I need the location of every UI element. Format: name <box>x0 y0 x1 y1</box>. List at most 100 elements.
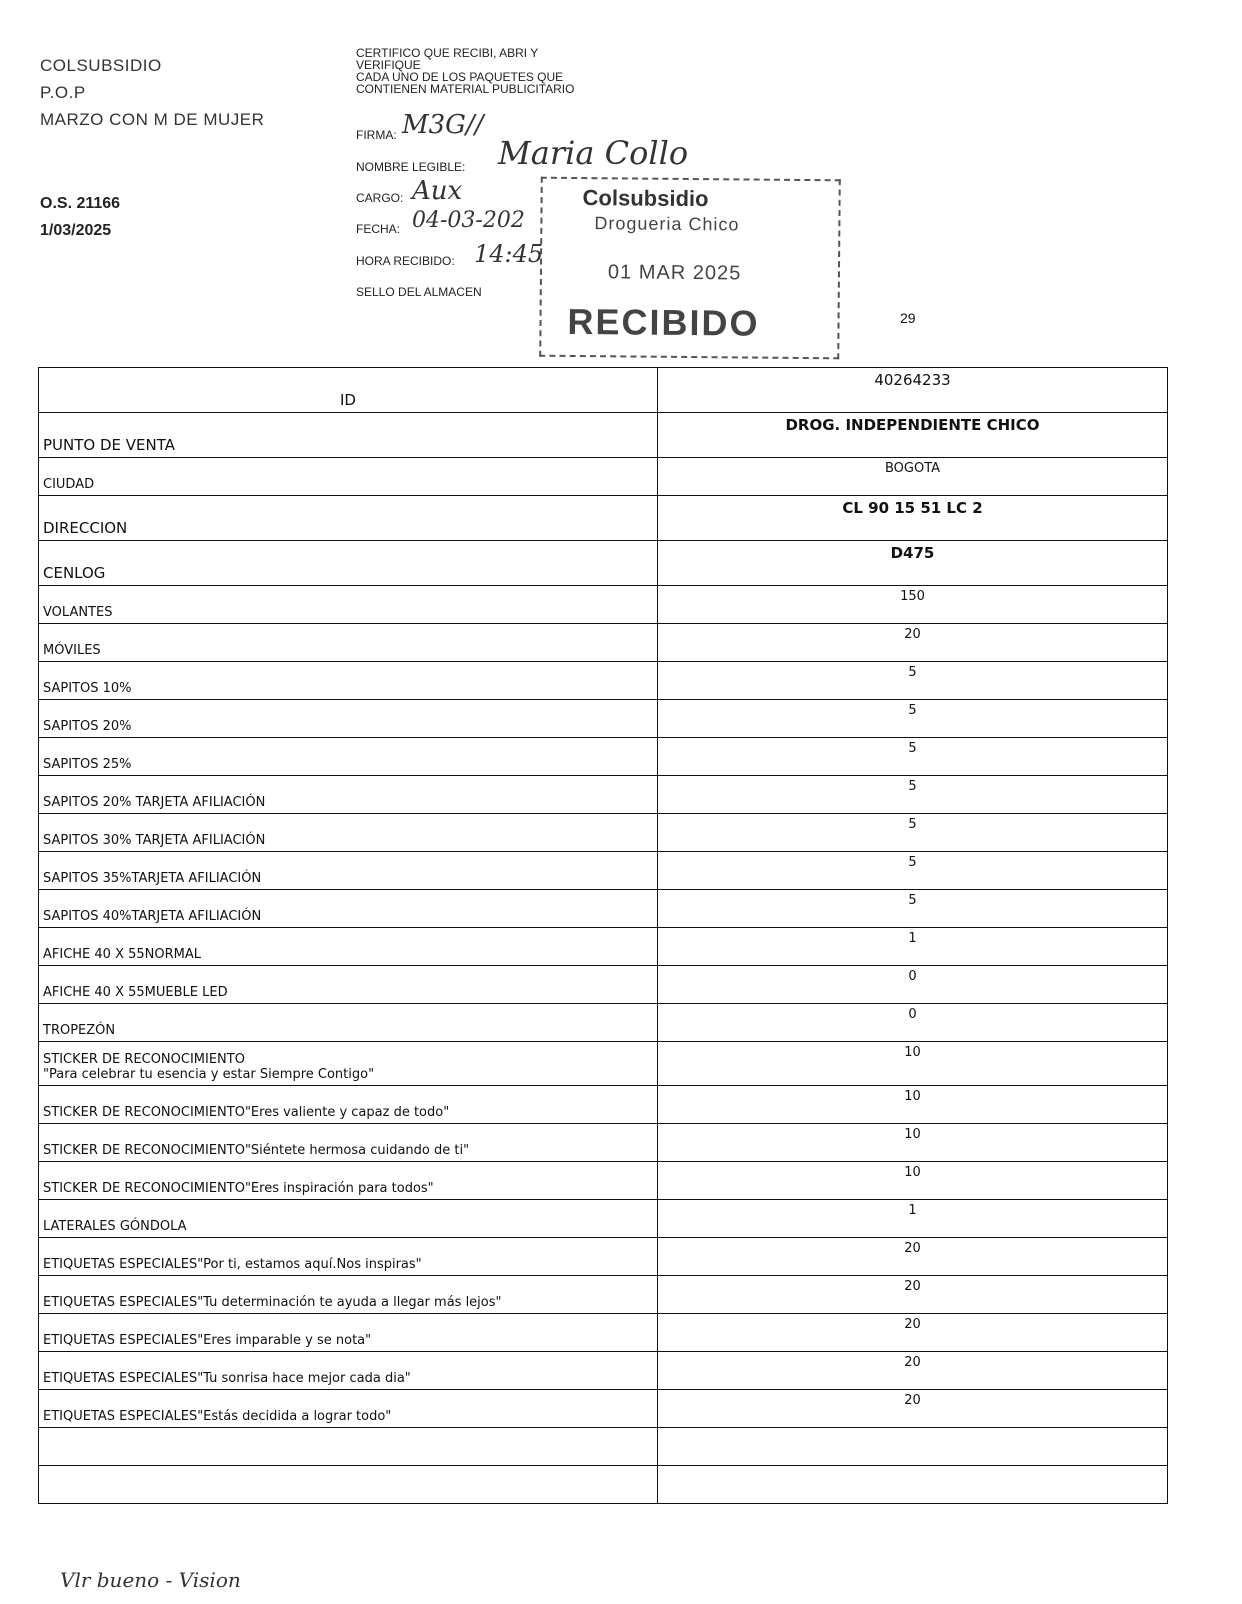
row-label: TROPEZÓN <box>38 1003 658 1042</box>
row-label: STICKER DE RECONOCIMIENTO"Siéntete hermo… <box>38 1123 658 1162</box>
row-label: LATERALES GÓNDOLA <box>38 1199 658 1238</box>
row-value: 0 <box>657 965 1168 1004</box>
row-label <box>38 1465 658 1504</box>
row-label: PUNTO DE VENTA <box>38 412 658 458</box>
row-label-text: DIRECCION <box>43 519 128 537</box>
row-label-text: ETIQUETAS ESPECIALES"Por ti, estamos aqu… <box>43 1257 422 1272</box>
table-row: SAPITOS 35%TARJETA AFILIACIÓN 5 <box>38 851 1168 890</box>
order-date: 1/03/2025 <box>40 222 112 239</box>
table-row: TROPEZÓN 0 <box>38 1003 1168 1042</box>
company-name: COLSUBSIDIO <box>40 56 162 75</box>
row-label-text: SAPITOS 40%TARJETA AFILIACIÓN <box>43 909 262 924</box>
cargo-value: Aux <box>412 176 463 206</box>
row-label: ETIQUETAS ESPECIALES"Tu sonrisa hace mej… <box>38 1351 658 1390</box>
row-value: 5 <box>657 813 1168 852</box>
row-value: 10 <box>657 1041 1168 1086</box>
row-label: SAPITOS 25% <box>38 737 658 776</box>
row-label-text: SAPITOS 30% TARJETA AFILIACIÓN <box>43 833 266 848</box>
row-value: 5 <box>657 851 1168 890</box>
row-value: 10 <box>657 1085 1168 1124</box>
row-value: 5 <box>657 737 1168 776</box>
row-label-text: CIUDAD <box>43 477 95 492</box>
row-value: 5 <box>657 699 1168 738</box>
row-label: ETIQUETAS ESPECIALES"Eres imparable y se… <box>38 1313 658 1352</box>
row-label-text: STICKER DE RECONOCIMIENTO"Siéntete hermo… <box>43 1143 470 1158</box>
table-row: SAPITOS 40%TARJETA AFILIACIÓN 5 <box>38 889 1168 928</box>
table-row: ETIQUETAS ESPECIALES"Tu determinación te… <box>38 1275 1168 1314</box>
table-row: DIRECCION CL 90 15 51 LC 2 <box>38 495 1168 541</box>
row-label: SAPITOS 30% TARJETA AFILIACIÓN <box>38 813 658 852</box>
row-value: 5 <box>657 775 1168 814</box>
row-label: SAPITOS 20% <box>38 699 658 738</box>
row-label-text: ETIQUETAS ESPECIALES"Tu determinación te… <box>43 1295 502 1310</box>
row-value: 20 <box>657 1237 1168 1276</box>
table-row: ETIQUETAS ESPECIALES"Tu sonrisa hace mej… <box>38 1351 1168 1390</box>
order-number: O.S. 21166 <box>40 195 121 212</box>
row-label: SAPITOS 10% <box>38 661 658 700</box>
row-value <box>657 1465 1168 1504</box>
row-label-text: AFICHE 40 X 55MUEBLE LED <box>43 985 228 1000</box>
row-label: CIUDAD <box>38 457 658 496</box>
stamp-status: RECIBIDO <box>567 300 760 344</box>
table-row: SAPITOS 25% 5 <box>38 737 1168 776</box>
footer-handwriting: Vlr bueno - Vision <box>60 1568 241 1592</box>
table-row: ETIQUETAS ESPECIALES"Estás decidida a lo… <box>38 1389 1168 1428</box>
row-label-text: AFICHE 40 X 55NORMAL <box>43 947 201 962</box>
row-label: SAPITOS 20% TARJETA AFILIACIÓN <box>38 775 658 814</box>
table-row: AFICHE 40 X 55MUEBLE LED 0 <box>38 965 1168 1004</box>
row-label: ETIQUETAS ESPECIALES"Tu determinación te… <box>38 1275 658 1314</box>
row-label: ETIQUETAS ESPECIALES"Por ti, estamos aqu… <box>38 1237 658 1276</box>
row-label-text: LATERALES GÓNDOLA <box>43 1219 187 1234</box>
cert-line: CADA UNO DE LOS PAQUETES QUE <box>356 70 564 84</box>
row-value: 1 <box>657 1199 1168 1238</box>
row-label: VOLANTES <box>38 585 658 624</box>
fecha-label: FECHA: <box>356 222 401 236</box>
row-label: STICKER DE RECONOCIMIENTO"Eres inspiraci… <box>38 1161 658 1200</box>
campaign-name: MARZO CON M DE MUJER <box>40 110 265 129</box>
table-row: CIUDAD BOGOTA <box>38 457 1168 496</box>
table-row: STICKER DE RECONOCIMIENTO"Eres inspiraci… <box>38 1161 1168 1200</box>
cargo-label: CARGO: <box>356 191 404 205</box>
stamp-store: Drogueria Chico <box>594 213 740 235</box>
row-label-text: MÓVILES <box>43 643 101 658</box>
row-value: 20 <box>657 1313 1168 1352</box>
row-label: ETIQUETAS ESPECIALES"Estás decidida a lo… <box>38 1389 658 1428</box>
row-label-text: VOLANTES <box>43 605 113 620</box>
table-row: PUNTO DE VENTA DROG. INDEPENDIENTE CHICO <box>38 412 1168 458</box>
row-label-text: SAPITOS 35%TARJETA AFILIACIÓN <box>43 871 262 886</box>
row-value: 20 <box>657 1275 1168 1314</box>
row-label-subtext: "Para celebrar tu esencia y estar Siempr… <box>43 1067 375 1082</box>
row-value: 40264233 <box>657 367 1168 413</box>
table-row: SAPITOS 20% TARJETA AFILIACIÓN 5 <box>38 775 1168 814</box>
cert-line: CONTIENEN MATERIAL PUBLICITARIO <box>356 82 575 96</box>
row-label-text: SAPITOS 20% <box>43 719 132 734</box>
row-label-text: STICKER DE RECONOCIMIENTO"Eres valiente … <box>43 1105 450 1120</box>
row-label-text: ID <box>340 391 356 409</box>
row-value: CL 90 15 51 LC 2 <box>657 495 1168 541</box>
warehouse-stamp: Colsubsidio Drogueria Chico 01 MAR 2025 … <box>539 176 841 360</box>
document-header: COLSUBSIDIO P.O.P MARZO CON M DE MUJER <box>40 52 264 133</box>
nombre-value: Maria Collo <box>498 134 689 172</box>
row-label <box>38 1427 658 1466</box>
row-value: 20 <box>657 623 1168 662</box>
row-label-text: ETIQUETAS ESPECIALES"Eres imparable y se… <box>43 1333 372 1348</box>
row-value: 20 <box>657 1389 1168 1428</box>
row-label-text: PUNTO DE VENTA <box>43 436 175 454</box>
row-label: STICKER DE RECONOCIMIENTO "Para celebrar … <box>38 1041 658 1086</box>
row-value: BOGOTA <box>657 457 1168 496</box>
row-value: 20 <box>657 1351 1168 1390</box>
table-row: STICKER DE RECONOCIMIENTO"Siéntete hermo… <box>38 1123 1168 1162</box>
table-row: ETIQUETAS ESPECIALES"Por ti, estamos aqu… <box>38 1237 1168 1276</box>
table-row: CENLOG D475 <box>38 540 1168 586</box>
firma-label: FIRMA: <box>356 128 397 142</box>
row-label: AFICHE 40 X 55MUEBLE LED <box>38 965 658 1004</box>
table-row: STICKER DE RECONOCIMIENTO "Para celebrar … <box>38 1041 1168 1086</box>
nombre-label: NOMBRE LEGIBLE: <box>356 160 466 174</box>
certification-text: CERTIFICO QUE RECIBI, ABRI Y VERIFIQUE C… <box>356 47 574 95</box>
row-value: 5 <box>657 889 1168 928</box>
delivery-table: ID 40264233 PUNTO DE VENTA DROG. INDEPENDIE… <box>38 367 1168 1504</box>
row-label: DIRECCION <box>38 495 658 541</box>
stamp-brand: Colsubsidio <box>582 185 709 212</box>
row-label-text: ETIQUETAS ESPECIALES"Estás decidida a lo… <box>43 1409 392 1424</box>
